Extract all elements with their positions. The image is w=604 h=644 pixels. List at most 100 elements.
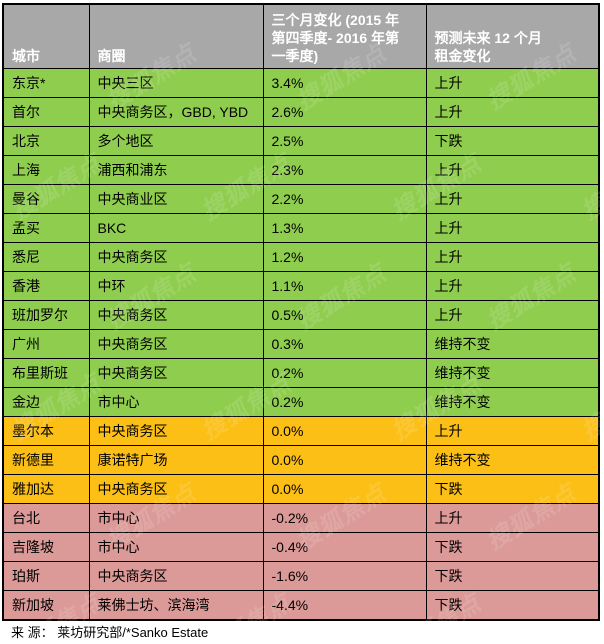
cell-forecast: 上升: [425, 271, 600, 301]
cell-district: 多个地区: [88, 126, 264, 156]
table-row: 珀斯 中央商务区 -1.6% 下跌: [2, 561, 600, 591]
table-row: 北京 多个地区 2.5% 下跌: [2, 126, 600, 156]
table-header-row: 城市 商圈 三个月变化 (2015 年 第四季度- 2016 年第 一季度) 预…: [2, 3, 600, 69]
cell-forecast: 上升: [425, 155, 600, 185]
cell-city: 布里斯班: [2, 358, 90, 388]
header-forecast: 预测未来 12 个月 租金变化: [425, 3, 600, 69]
cell-city: 雅加达: [2, 474, 90, 504]
table-row: 香港 中环 1.1% 上升: [2, 271, 600, 301]
table-row: 东京* 中央三区 3.4% 上升: [2, 68, 600, 98]
cell-change: 3.4%: [262, 68, 427, 98]
table-row: 台北 市中心 -0.2% 上升: [2, 503, 600, 533]
cell-district: 中央商务区: [88, 358, 264, 388]
cell-city: 珀斯: [2, 561, 90, 591]
cell-city: 首尔: [2, 97, 90, 127]
cell-change: -0.2%: [262, 503, 427, 533]
cell-city: 香港: [2, 271, 90, 301]
cell-district: BKC: [88, 213, 264, 243]
table-row: 班加罗尔 中央商务区 0.5% 上升: [2, 300, 600, 330]
cell-change: 0.0%: [262, 416, 427, 446]
cell-change: 0.2%: [262, 358, 427, 388]
cell-district: 中环: [88, 271, 264, 301]
cell-district: 市中心: [88, 503, 264, 533]
cell-city: 金边: [2, 387, 90, 417]
cell-district: 中央商务区: [88, 329, 264, 359]
cell-forecast: 下跌: [425, 474, 600, 504]
cell-change: 1.3%: [262, 213, 427, 243]
cell-city: 班加罗尔: [2, 300, 90, 330]
cell-city: 北京: [2, 126, 90, 156]
cell-change: 0.0%: [262, 445, 427, 475]
table-row: 上海 浦西和浦东 2.3% 上升: [2, 155, 600, 185]
cell-city: 曼谷: [2, 184, 90, 214]
cell-district: 中央商务区: [88, 561, 264, 591]
table-row: 金边 市中心 0.2% 维持不变: [2, 387, 600, 417]
cell-city: 新德里: [2, 445, 90, 475]
cell-forecast: 下跌: [425, 126, 600, 156]
table-row: 吉隆坡 市中心 -0.4% 下跌: [2, 532, 600, 562]
cell-city: 墨尔本: [2, 416, 90, 446]
table-row: 新德里 康诺特广场 0.0% 维持不变: [2, 445, 600, 475]
cell-city: 悉尼: [2, 242, 90, 272]
table-row: 雅加达 中央商务区 0.0% 下跌: [2, 474, 600, 504]
cell-district: 中央商务区，GBD, YBD: [88, 97, 264, 127]
cell-change: 1.2%: [262, 242, 427, 272]
cell-forecast: 上升: [425, 300, 600, 330]
table-row: 广州 中央商务区 0.3% 维持不变: [2, 329, 600, 359]
cell-forecast: 上升: [425, 416, 600, 446]
header-change: 三个月变化 (2015 年 第四季度- 2016 年第 一季度): [262, 3, 427, 69]
cell-forecast: 上升: [425, 213, 600, 243]
cell-city: 广州: [2, 329, 90, 359]
cell-change: 2.6%: [262, 97, 427, 127]
cell-forecast: 下跌: [425, 590, 600, 620]
cell-change: -0.4%: [262, 532, 427, 562]
cell-change: -4.4%: [262, 590, 427, 620]
cell-change: 0.2%: [262, 387, 427, 417]
cell-district: 中央商务区: [88, 242, 264, 272]
cell-forecast: 上升: [425, 97, 600, 127]
cell-forecast: 下跌: [425, 532, 600, 562]
cell-forecast: 上升: [425, 68, 600, 98]
cell-city: 东京*: [2, 68, 90, 98]
cell-change: 0.0%: [262, 474, 427, 504]
cell-forecast: 维持不变: [425, 445, 600, 475]
cell-city: 吉隆坡: [2, 532, 90, 562]
table-row: 孟买 BKC 1.3% 上升: [2, 213, 600, 243]
table-row: 曼谷 中央商业区 2.2% 上升: [2, 184, 600, 214]
table-row: 墨尔本 中央商务区 0.0% 上升: [2, 416, 600, 446]
header-district: 商圈: [88, 3, 264, 69]
cell-change: 0.5%: [262, 300, 427, 330]
source-note: 来 源： 莱坊研究部/*Sanko Estate: [11, 625, 209, 640]
cell-district: 莱佛士坊、滨海湾: [88, 590, 264, 620]
rent-change-table: 城市 商圈 三个月变化 (2015 年 第四季度- 2016 年第 一季度) 预…: [2, 3, 600, 621]
table-row: 布里斯班 中央商务区 0.2% 维持不变: [2, 358, 600, 388]
cell-forecast: 上升: [425, 184, 600, 214]
cell-district: 中央商务区: [88, 474, 264, 504]
cell-city: 孟买: [2, 213, 90, 243]
cell-change: 2.5%: [262, 126, 427, 156]
table-row: 新加坡 莱佛士坊、滨海湾 -4.4% 下跌: [2, 590, 600, 620]
header-city: 城市: [2, 3, 90, 69]
cell-change: -1.6%: [262, 561, 427, 591]
cell-forecast: 上升: [425, 242, 600, 272]
cell-district: 浦西和浦东: [88, 155, 264, 185]
cell-district: 市中心: [88, 387, 264, 417]
cell-change: 1.1%: [262, 271, 427, 301]
cell-district: 中央商务区: [88, 300, 264, 330]
cell-forecast: 下跌: [425, 561, 600, 591]
cell-change: 2.3%: [262, 155, 427, 185]
cell-district: 康诺特广场: [88, 445, 264, 475]
cell-forecast: 维持不变: [425, 387, 600, 417]
cell-forecast: 维持不变: [425, 358, 600, 388]
table-row: 悉尼 中央商务区 1.2% 上升: [2, 242, 600, 272]
cell-city: 新加坡: [2, 590, 90, 620]
cell-change: 0.3%: [262, 329, 427, 359]
cell-district: 中央商业区: [88, 184, 264, 214]
cell-forecast: 上升: [425, 503, 600, 533]
cell-district: 市中心: [88, 532, 264, 562]
cell-city: 上海: [2, 155, 90, 185]
table-row: 首尔 中央商务区，GBD, YBD 2.6% 上升: [2, 97, 600, 127]
cell-forecast: 维持不变: [425, 329, 600, 359]
cell-district: 中央商务区: [88, 416, 264, 446]
